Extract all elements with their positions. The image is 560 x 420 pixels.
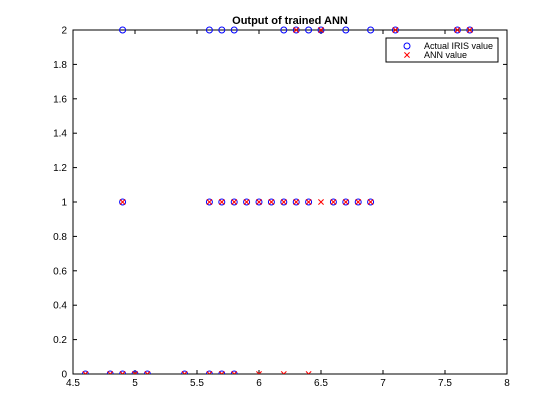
actual-value-point <box>143 370 151 374</box>
ann-value-point <box>280 199 287 205</box>
y-tick-label: 2 <box>61 26 67 37</box>
ann-value-point <box>305 371 312 374</box>
ann-value-point <box>119 199 126 205</box>
actual-value-point <box>243 198 251 206</box>
axes: 4.5 5 5.5 6 6.5 7 7.5 8 0 0.2 0.4 0.6 0.8 1 1.2 1.4 1.6 1… <box>53 26 510 390</box>
x-tick-label: 8 <box>504 378 510 389</box>
actual-value-point <box>205 26 213 34</box>
chart-title: Output of trained ANN <box>232 15 348 27</box>
actual-value-point <box>466 26 474 34</box>
y-tick-label: 1.8 <box>53 60 67 71</box>
actual-value-point <box>181 370 189 374</box>
x-tick-label: 4.5 <box>66 378 80 389</box>
x-tick-label: 6.5 <box>314 378 328 389</box>
ann-value-point <box>107 371 114 374</box>
ann-value-point <box>466 27 473 33</box>
y-tick-label: 0.2 <box>53 335 67 346</box>
actual-value-point <box>305 26 313 34</box>
ann-value-point <box>392 27 399 33</box>
ann-value-point <box>119 371 126 374</box>
ann-value-point <box>318 199 324 205</box>
legend-label: ANN value <box>424 50 467 60</box>
actual-value-point <box>329 198 337 206</box>
ann-value-point <box>330 199 337 205</box>
ann-value-point <box>181 371 188 374</box>
x-tick-label: 7 <box>380 378 386 389</box>
actual-value-point <box>391 26 399 34</box>
actual-value-point <box>205 370 213 374</box>
ann-value-point <box>342 199 349 205</box>
ann-value-point <box>218 371 225 374</box>
actual-value-point <box>317 26 325 34</box>
actual-value-point <box>131 370 139 374</box>
actual-value-point <box>119 26 127 34</box>
actual-value-point <box>342 198 350 206</box>
actual-value-point <box>305 198 313 206</box>
actual-value-point <box>255 198 263 206</box>
actual-value-point <box>367 26 375 34</box>
legend-label: Actual IRIS value <box>424 41 493 51</box>
actual-value-point <box>280 26 288 34</box>
ann-value-point <box>243 199 250 205</box>
actual-value-point <box>81 370 89 374</box>
ann-value-point <box>144 371 151 374</box>
legend-circle-marker <box>403 42 411 50</box>
ann-value-point <box>293 199 300 205</box>
ann-value-point <box>318 27 324 33</box>
y-tick-label: 1.6 <box>53 94 67 105</box>
ann-value-point <box>280 371 287 374</box>
ann-value-point <box>218 199 225 205</box>
actual-value-point <box>354 198 362 206</box>
y-tick-label: 1.2 <box>53 163 67 174</box>
actual-value-point <box>218 198 226 206</box>
y-tick-label: 0.8 <box>53 232 67 243</box>
actual-value-point <box>218 26 226 34</box>
ann-value-point <box>132 371 138 374</box>
ann-value-point <box>231 199 238 205</box>
y-tick-label: 1.4 <box>53 129 67 140</box>
actual-value-point <box>218 370 226 374</box>
ann-value-point <box>367 199 374 205</box>
actual-value-point <box>280 198 288 206</box>
ann-value-point <box>206 371 213 374</box>
ann-value-point <box>293 27 300 33</box>
y-tick-label: 0.4 <box>53 301 67 312</box>
ann-value-point <box>82 371 89 374</box>
ann-value-point <box>256 199 262 205</box>
y-tick-label: 1 <box>61 198 67 209</box>
y-tick-label: 0.6 <box>53 266 67 277</box>
legend-box <box>385 37 499 63</box>
actual-value-point <box>230 198 238 206</box>
actual-value-point <box>119 370 127 374</box>
plot-points <box>81 26 474 374</box>
ann-value-point <box>268 199 275 205</box>
actual-value-point <box>453 26 461 34</box>
actual-value-point <box>292 26 300 34</box>
ann-value-point <box>256 371 262 374</box>
actual-value-point <box>367 198 375 206</box>
x-tick-label: 7.5 <box>438 378 452 389</box>
y-tick-label: 0 <box>61 370 67 381</box>
actual-value-point <box>230 370 238 374</box>
actual-value-point <box>119 198 127 206</box>
actual-value-point <box>230 26 238 34</box>
legend-x-marker <box>404 52 410 58</box>
x-tick-label: 5.5 <box>190 378 204 389</box>
ann-value-point <box>305 199 312 205</box>
ann-value-point <box>355 199 362 205</box>
actual-value-point <box>292 198 300 206</box>
actual-value-point <box>106 370 114 374</box>
actual-value-point <box>342 26 350 34</box>
ann-value-point <box>454 27 461 33</box>
actual-value-point <box>205 198 213 206</box>
actual-value-point <box>267 198 275 206</box>
x-tick-label: 5 <box>132 378 138 389</box>
plot-frame <box>72 29 508 375</box>
ann-value-point <box>231 371 238 374</box>
ann-value-point <box>206 199 213 205</box>
x-tick-label: 6 <box>256 378 262 389</box>
